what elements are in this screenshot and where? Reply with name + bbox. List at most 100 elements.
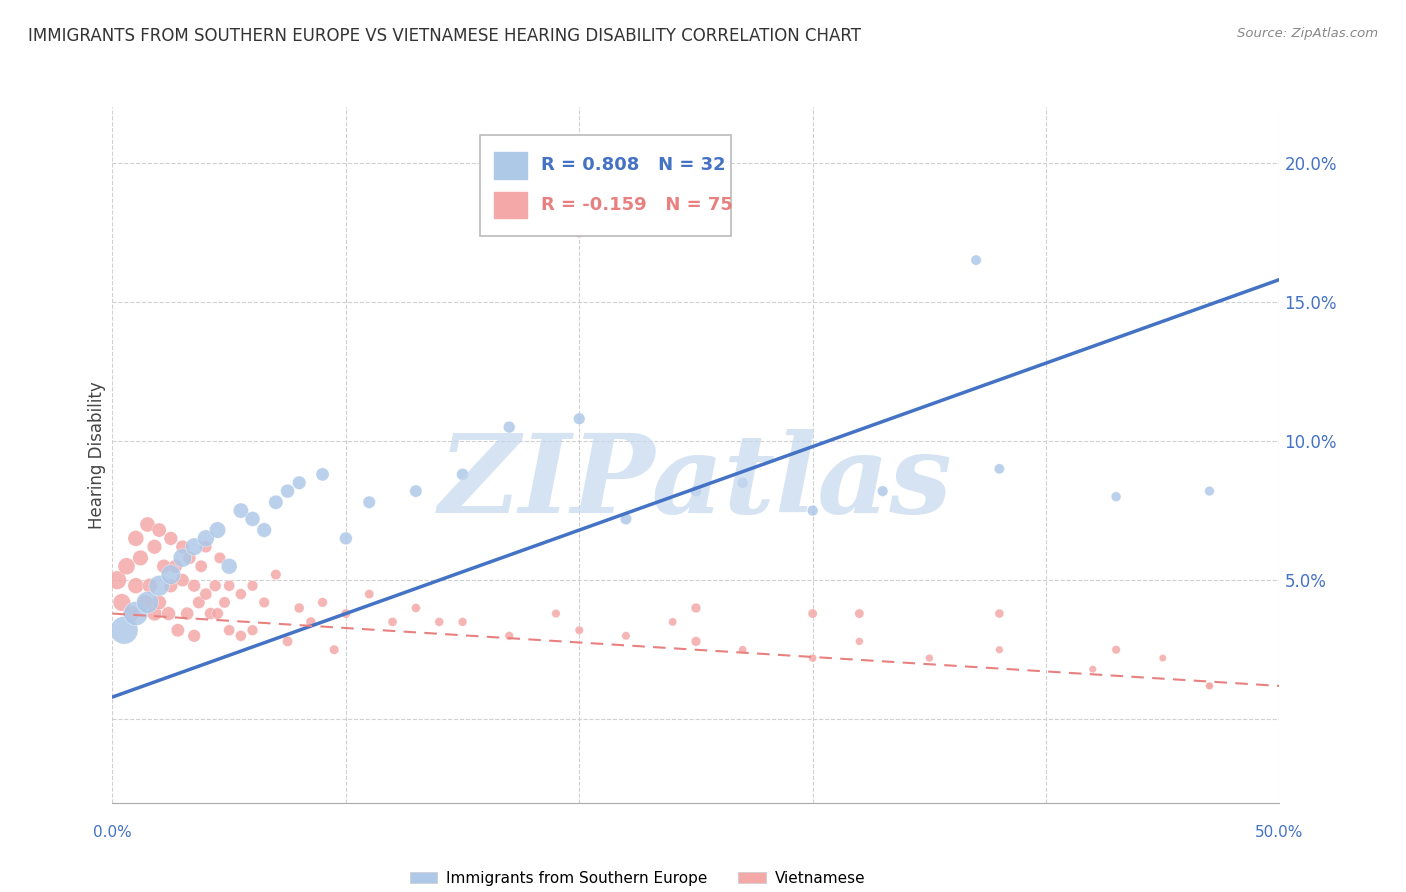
Point	[848, 634, 870, 648]
Point	[568, 624, 591, 638]
Point	[229, 587, 252, 601]
Point	[801, 607, 824, 621]
Point	[965, 253, 987, 268]
Point	[1198, 679, 1220, 693]
Text: R = 0.808   N = 32: R = 0.808 N = 32	[541, 156, 725, 175]
Point	[218, 559, 240, 574]
Point	[183, 540, 205, 554]
Point	[323, 642, 346, 657]
Bar	[494, 153, 527, 178]
Point	[1105, 642, 1128, 657]
Point	[190, 559, 212, 574]
Point	[451, 615, 474, 629]
Point	[1081, 662, 1104, 676]
Point	[148, 523, 170, 537]
Point	[176, 607, 198, 621]
Point	[125, 532, 148, 546]
Point	[253, 595, 276, 609]
Point	[359, 495, 381, 509]
Point	[451, 467, 474, 482]
Point	[139, 579, 162, 593]
Point	[208, 550, 231, 565]
Point	[187, 595, 209, 609]
FancyBboxPatch shape	[479, 135, 731, 235]
Point	[194, 540, 217, 554]
Point	[1198, 484, 1220, 499]
Point	[988, 462, 1011, 476]
Point	[311, 595, 333, 609]
Point	[120, 607, 142, 621]
Point	[207, 607, 229, 621]
Point	[129, 550, 152, 565]
Point	[544, 607, 567, 621]
Point	[731, 475, 754, 490]
Point	[242, 624, 264, 638]
Point	[242, 512, 264, 526]
Point	[872, 484, 894, 499]
Point	[1105, 490, 1128, 504]
Point	[359, 587, 381, 601]
Point	[183, 579, 205, 593]
Point	[136, 595, 159, 609]
Point	[568, 225, 591, 239]
Point	[685, 484, 707, 499]
Point	[143, 607, 166, 621]
Point	[801, 503, 824, 517]
Text: Source: ZipAtlas.com: Source: ZipAtlas.com	[1237, 27, 1378, 40]
Point	[148, 595, 170, 609]
Point	[179, 550, 201, 565]
Point	[685, 601, 707, 615]
Point	[214, 595, 236, 609]
Text: 0.0%: 0.0%	[93, 825, 132, 840]
Point	[166, 624, 188, 638]
Point	[299, 615, 322, 629]
Point	[276, 634, 298, 648]
Point	[172, 573, 194, 587]
Point	[125, 579, 148, 593]
Point	[194, 587, 217, 601]
Point	[136, 517, 159, 532]
Point	[125, 607, 148, 621]
Point	[988, 607, 1011, 621]
Point	[157, 607, 180, 621]
Point	[288, 475, 311, 490]
Point	[204, 579, 226, 593]
Text: ZIPatlas: ZIPatlas	[439, 429, 953, 536]
Point	[405, 484, 427, 499]
Point	[105, 573, 128, 587]
Legend: Immigrants from Southern Europe, Vietnamese: Immigrants from Southern Europe, Vietnam…	[409, 871, 866, 886]
Point	[264, 495, 287, 509]
Point	[614, 512, 637, 526]
Point	[134, 595, 156, 609]
Point	[335, 532, 357, 546]
Text: 50.0%: 50.0%	[1256, 825, 1303, 840]
Point	[229, 503, 252, 517]
Point	[335, 607, 357, 621]
Point	[160, 579, 183, 593]
Point	[498, 420, 520, 434]
Point	[218, 579, 240, 593]
Point	[153, 559, 176, 574]
Point	[115, 559, 138, 574]
Bar	[494, 192, 527, 219]
Point	[172, 550, 194, 565]
Point	[148, 579, 170, 593]
Point	[568, 411, 591, 425]
Point	[172, 540, 194, 554]
Point	[143, 540, 166, 554]
Point	[731, 642, 754, 657]
Text: R = -0.159   N = 75: R = -0.159 N = 75	[541, 196, 733, 214]
Point	[194, 532, 217, 546]
Point	[918, 651, 941, 665]
Point	[253, 523, 276, 537]
Point	[207, 523, 229, 537]
Point	[112, 624, 135, 638]
Point	[498, 629, 520, 643]
Point	[614, 629, 637, 643]
Point	[229, 629, 252, 643]
Point	[218, 624, 240, 638]
Point	[661, 615, 683, 629]
Point	[405, 601, 427, 615]
Point	[111, 595, 134, 609]
Point	[242, 579, 264, 593]
